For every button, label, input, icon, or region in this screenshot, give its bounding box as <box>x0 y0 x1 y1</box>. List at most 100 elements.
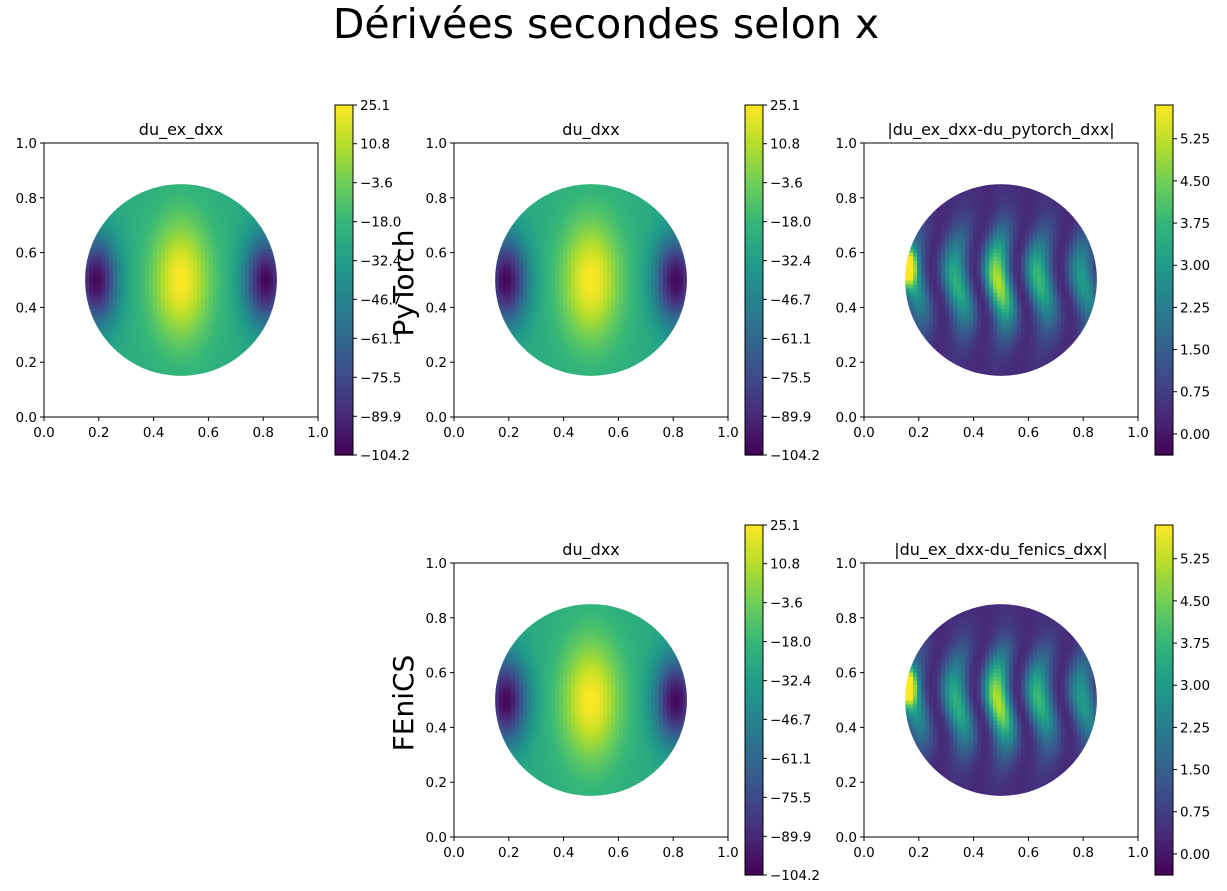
heatmap-cell <box>184 291 190 297</box>
heatmap-cell <box>129 252 134 257</box>
heatmap-cell <box>220 232 226 237</box>
heatmap-cell <box>567 216 572 221</box>
colorbar-segment <box>745 220 763 226</box>
heatmap-cell <box>153 248 158 253</box>
heatmap-cell <box>121 196 126 201</box>
heatmap-cell <box>137 287 142 293</box>
heatmap-cell <box>551 224 556 229</box>
heatmap-cell <box>173 204 178 209</box>
heatmap-cell <box>101 283 106 289</box>
heatmap-cell <box>117 228 122 233</box>
heatmap-cell <box>165 196 170 201</box>
heatmap-cell <box>682 335 687 341</box>
heatmap-cell <box>133 248 138 253</box>
heatmap-cell <box>642 319 648 325</box>
heatmap-cell <box>575 323 580 329</box>
x-tick-label: 0.8 <box>252 425 273 441</box>
heatmap-cell <box>272 339 277 345</box>
heatmap-cell <box>133 359 138 365</box>
heatmap-cell <box>216 287 222 293</box>
heatmap-cell <box>117 220 122 225</box>
heatmap-cell <box>216 252 222 257</box>
heatmap-cell <box>216 315 222 321</box>
heatmap-cell <box>587 323 592 329</box>
heatmap-cell <box>606 295 612 301</box>
heatmap-cell <box>252 192 258 197</box>
heatmap-cell <box>678 188 684 193</box>
heatmap-cell <box>153 208 158 213</box>
heatmap-cell <box>515 291 520 297</box>
heatmap-cell <box>248 315 254 321</box>
heatmap-cell <box>614 287 620 293</box>
heatmap-cell <box>654 252 660 257</box>
heatmap-cell <box>662 359 668 365</box>
heatmap-cell <box>236 260 242 265</box>
heatmap-cell <box>622 287 628 293</box>
heatmap-cell <box>89 248 94 253</box>
heatmap-cell <box>662 272 668 277</box>
heatmap-cell <box>161 311 166 317</box>
heatmap-cell <box>181 295 186 301</box>
heatmap-cell <box>913 188 918 193</box>
heatmap-cell <box>181 224 186 229</box>
heatmap-cell <box>909 331 914 337</box>
heatmap-cell <box>236 347 242 353</box>
heatmap-cell <box>141 347 146 353</box>
heatmap-cell <box>654 260 660 265</box>
heatmap-cell <box>642 200 648 205</box>
heatmap-cell <box>133 280 138 285</box>
heatmap-cell <box>678 244 684 249</box>
heatmap-cell <box>129 307 134 313</box>
heatmap-cell <box>587 347 592 353</box>
heatmap-cell <box>539 339 544 345</box>
heatmap-cell <box>551 299 556 305</box>
heatmap-cell <box>109 359 114 365</box>
heatmap-cell <box>622 216 628 221</box>
heatmap-cell <box>236 212 242 217</box>
heatmap-cell <box>551 280 556 285</box>
heatmap-cell <box>654 355 660 361</box>
heatmap-cell <box>511 315 516 321</box>
heatmap-cell <box>256 331 262 337</box>
heatmap-cell <box>244 367 250 373</box>
heatmap-cell <box>674 319 680 325</box>
heatmap-cell <box>591 355 596 361</box>
heatmap-cell <box>511 276 516 281</box>
heatmap-cell <box>539 264 544 269</box>
heatmap-cell <box>165 355 170 361</box>
heatmap-cell <box>240 287 246 293</box>
heatmap-cell <box>181 327 186 333</box>
heatmap-cell <box>260 208 266 213</box>
heatmap-cell <box>682 331 687 337</box>
heatmap-cell <box>642 367 648 373</box>
heatmap-cell <box>236 367 242 373</box>
heatmap-cell <box>133 204 138 209</box>
heatmap-cell <box>531 188 536 193</box>
heatmap-cell <box>145 196 150 201</box>
heatmap-cell <box>606 220 612 225</box>
heatmap-cell <box>642 216 648 221</box>
heatmap-cell <box>149 319 154 325</box>
heatmap-cell <box>188 287 194 293</box>
heatmap-cell <box>499 347 504 353</box>
heatmap-cell <box>133 347 138 353</box>
heatmap-cell <box>539 196 544 201</box>
heatmap-cell <box>626 311 632 317</box>
heatmap-cell <box>515 204 520 209</box>
heatmap-cell <box>678 272 684 277</box>
heatmap-cell <box>244 299 250 305</box>
heatmap-cell <box>256 240 262 245</box>
heatmap-cell <box>519 236 524 241</box>
heatmap-cell <box>587 256 592 261</box>
heatmap-cell <box>674 204 680 209</box>
heatmap-cell <box>563 280 568 285</box>
heatmap-cell <box>208 295 214 301</box>
heatmap-cell <box>555 260 560 265</box>
heatmap-cell <box>678 295 684 301</box>
heatmap-cell <box>97 212 102 217</box>
heatmap-cell <box>594 220 600 225</box>
heatmap-cell <box>184 236 190 241</box>
heatmap-cell <box>551 276 556 281</box>
heatmap-cell <box>511 216 516 221</box>
heatmap-cell <box>228 351 234 357</box>
